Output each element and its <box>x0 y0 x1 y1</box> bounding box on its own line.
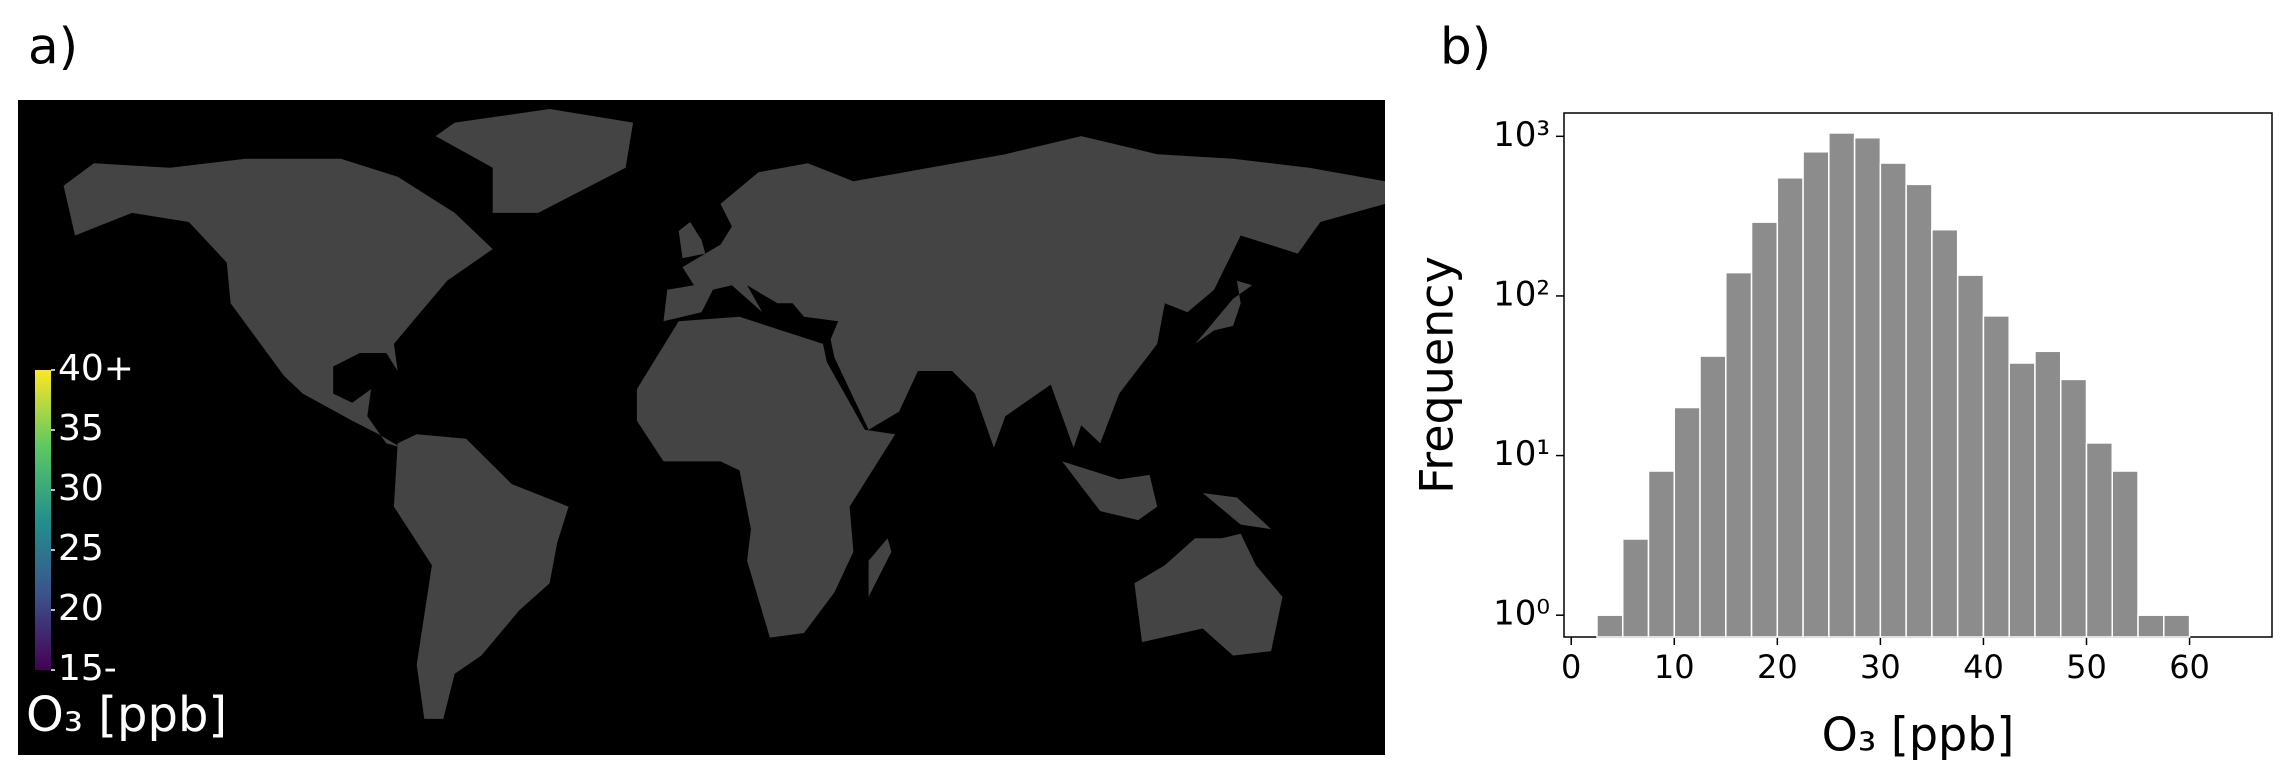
bar <box>1673 406 1701 638</box>
bar <box>1647 470 1676 638</box>
y-tick-label: 10¹ <box>1493 434 1550 474</box>
bar <box>1725 271 1753 638</box>
bar <box>2085 442 2114 638</box>
land-shape <box>663 136 1385 448</box>
x-tick-label: 40 <box>1963 648 2004 686</box>
land-shape <box>1202 493 1272 530</box>
x-tick-label: 50 <box>2066 648 2107 686</box>
bar <box>1905 183 1933 638</box>
colorbar-tick-label: 25 <box>58 528 104 569</box>
bar <box>1931 228 1959 638</box>
bar <box>2034 350 2062 638</box>
colorbar-tick-label: 20 <box>58 588 104 629</box>
bar <box>1879 162 1907 638</box>
land-shape <box>63 158 493 448</box>
bar <box>1828 132 1856 638</box>
y-axis-label: Frequency <box>1410 256 1464 494</box>
bar <box>1776 177 1804 638</box>
bar <box>1802 151 1830 638</box>
bar <box>2008 362 2036 638</box>
land-shape <box>868 538 892 597</box>
bar <box>1956 274 1985 638</box>
colorbar-tick-label: 15- <box>58 648 117 689</box>
panel-label: b) <box>1440 18 1491 76</box>
land-shape <box>678 222 706 259</box>
land-shape <box>1062 461 1158 521</box>
x-tick-label: 20 <box>1757 648 1798 686</box>
y-tick-label: 10³ <box>1493 115 1550 155</box>
bar <box>1853 136 1882 638</box>
x-tick-label: 10 <box>1654 648 1695 686</box>
x-tick-label: 30 <box>1860 648 1901 686</box>
y-tick-label: 10² <box>1493 274 1550 314</box>
x-tick-label: 0 <box>1561 648 1581 686</box>
bar <box>1982 315 2010 638</box>
bar <box>2163 614 2191 638</box>
bar <box>1621 538 1650 638</box>
x-tick-label: 60 <box>2169 648 2210 686</box>
colorbar-label: O₃ [ppb] <box>26 687 227 743</box>
bar <box>1596 614 1624 638</box>
bar <box>2137 614 2165 638</box>
colorbar-tick-label: 30 <box>58 468 104 509</box>
bar <box>1750 221 1779 638</box>
x-axis-label: O₃ [ppb] <box>1822 708 2015 762</box>
colorbar-tick-label: 40+ <box>58 348 134 389</box>
land-shape <box>1134 533 1283 656</box>
colorbar <box>35 370 51 670</box>
land-shape <box>435 109 634 213</box>
panel-label: a) <box>28 18 78 76</box>
bar <box>2111 470 2139 638</box>
colorbar-tick-label: 35 <box>58 408 104 449</box>
bar <box>2059 378 2088 638</box>
land <box>63 109 1385 719</box>
bar <box>1699 355 1727 638</box>
land-shape <box>1195 280 1253 344</box>
land-shape <box>393 434 569 719</box>
y-tick-label: 10⁰ <box>1493 594 1550 634</box>
land-shape <box>636 316 896 638</box>
